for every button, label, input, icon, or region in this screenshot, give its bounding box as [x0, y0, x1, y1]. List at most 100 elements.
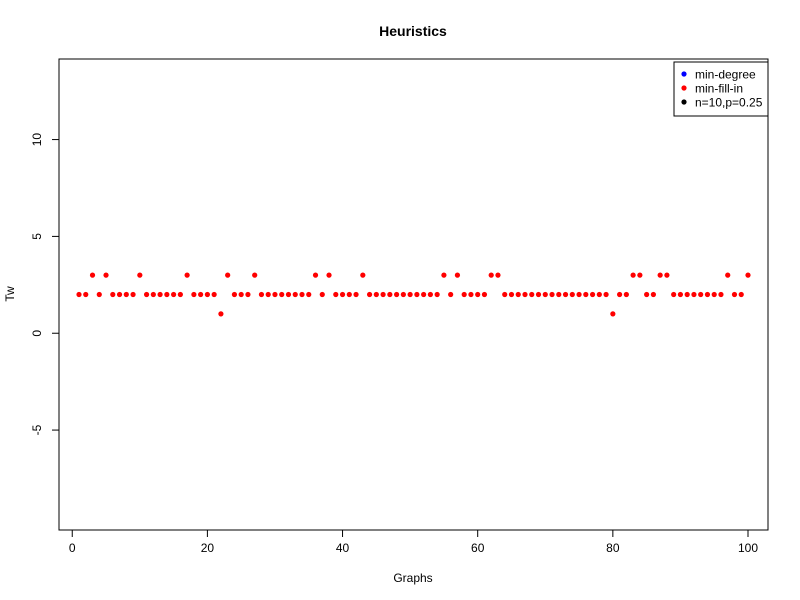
data-point — [346, 291, 352, 298]
data-point — [191, 291, 197, 298]
data-point — [650, 291, 656, 298]
data-point — [711, 291, 717, 298]
data-point — [623, 291, 629, 298]
data-point — [475, 291, 481, 298]
data-point — [576, 291, 582, 298]
data-point — [171, 291, 177, 298]
data-point — [130, 291, 136, 298]
data-points — [76, 272, 751, 317]
legend-entry-label: min-fill-in — [695, 82, 743, 96]
data-point — [238, 291, 244, 298]
data-point — [610, 311, 616, 317]
data-point — [644, 291, 650, 298]
data-point — [103, 272, 109, 278]
y-tick-label: 10 — [30, 133, 44, 147]
data-point — [164, 291, 170, 298]
data-point — [184, 272, 190, 278]
data-point — [630, 272, 636, 278]
data-point — [258, 291, 265, 298]
data-point — [285, 291, 292, 298]
data-point — [691, 291, 697, 298]
data-point — [339, 291, 346, 298]
data-point — [677, 291, 684, 298]
data-point — [522, 291, 528, 298]
x-tick-label: 100 — [738, 541, 758, 555]
x-tick-label: 20 — [201, 541, 215, 555]
legend-box — [673, 61, 769, 117]
data-point — [698, 291, 704, 298]
data-point — [407, 291, 413, 298]
x-tick-label: 80 — [606, 541, 620, 555]
data-point — [454, 272, 461, 278]
data-point — [542, 291, 548, 298]
y-tick-label: -5 — [30, 424, 44, 435]
data-point — [312, 272, 319, 278]
data-point — [177, 291, 183, 298]
data-point — [360, 272, 366, 278]
data-point — [96, 291, 102, 298]
data-point — [684, 291, 690, 298]
data-point — [671, 291, 677, 298]
data-point — [225, 272, 231, 278]
data-point — [502, 291, 508, 298]
data-point — [569, 291, 575, 298]
data-point — [468, 291, 474, 298]
data-point — [637, 272, 643, 278]
data-point — [441, 272, 447, 278]
data-point — [143, 291, 150, 298]
data-point — [265, 291, 271, 298]
data-point — [373, 291, 379, 298]
data-point — [481, 291, 488, 298]
y-axis: -5 0 5 10 — [30, 133, 60, 435]
data-point — [745, 272, 751, 278]
legend-marker — [681, 71, 687, 77]
data-point — [488, 272, 494, 278]
data-point — [704, 291, 711, 298]
data-point — [414, 291, 420, 298]
data-point — [231, 291, 238, 298]
data-point — [279, 291, 285, 298]
data-point — [123, 291, 129, 298]
data-point — [89, 272, 96, 278]
data-point — [380, 291, 386, 298]
data-point — [353, 291, 359, 298]
data-point — [157, 291, 163, 298]
data-point — [204, 291, 210, 298]
data-point — [535, 291, 542, 298]
data-point — [731, 291, 738, 298]
y-tick-label: 0 — [30, 330, 44, 337]
data-point — [218, 311, 224, 317]
data-point — [725, 272, 731, 278]
x-tick-label: 0 — [69, 541, 76, 555]
data-point — [211, 291, 217, 298]
data-point — [617, 291, 623, 298]
data-point — [508, 291, 515, 298]
data-point — [495, 272, 501, 278]
data-point — [306, 291, 312, 298]
data-point — [394, 291, 400, 298]
data-point — [664, 272, 670, 278]
data-point — [434, 291, 440, 298]
data-point — [549, 291, 555, 298]
data-point — [150, 291, 156, 298]
data-point — [299, 291, 305, 298]
legend-entry-label: min-degree — [695, 68, 756, 82]
data-point — [461, 291, 467, 298]
data-point — [137, 272, 143, 278]
legend-marker — [681, 85, 687, 91]
data-point — [400, 291, 406, 298]
data-point — [245, 291, 251, 298]
data-point — [657, 272, 663, 278]
data-point — [515, 291, 521, 298]
x-tick-label: 40 — [336, 541, 350, 555]
data-point — [326, 272, 332, 278]
data-point — [292, 291, 298, 298]
data-point — [718, 291, 724, 298]
data-point — [421, 291, 427, 298]
data-point — [596, 291, 602, 298]
data-point — [556, 291, 562, 298]
chart-title: Heuristics — [379, 23, 447, 39]
legend-marker — [681, 99, 687, 105]
